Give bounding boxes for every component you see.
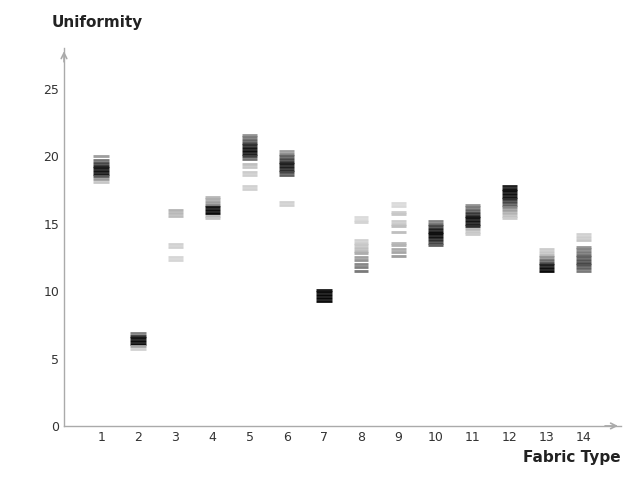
Text: Fabric Type: Fabric Type [523,450,621,465]
Text: Uniformity: Uniformity [51,15,143,30]
